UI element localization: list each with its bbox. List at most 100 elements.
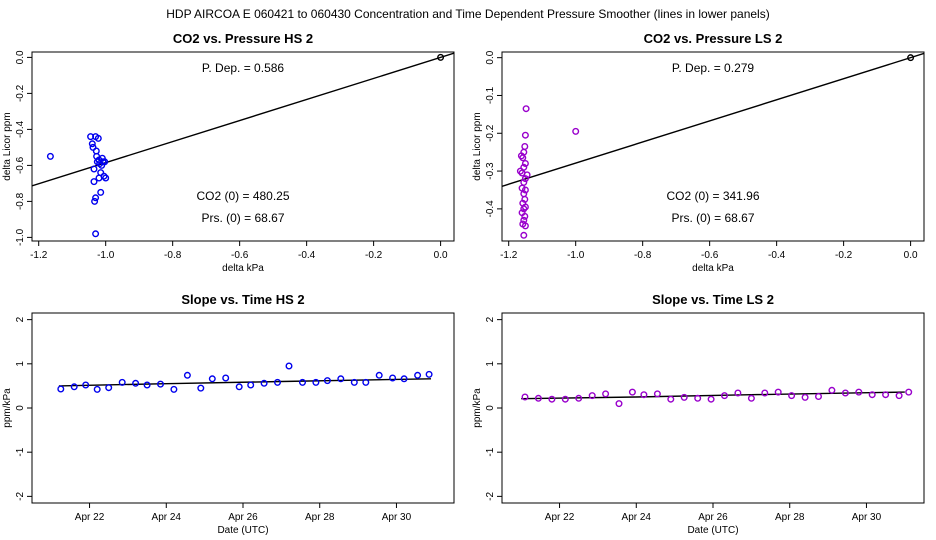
p3-point [170, 385, 178, 393]
p3-point [105, 384, 113, 392]
p2-xlabel: delta kPa [692, 263, 734, 274]
p2-xtick-label: 0.0 [904, 250, 918, 261]
p1-point [102, 174, 110, 182]
p4-point [788, 392, 796, 400]
p4-ytick-label: 0 [485, 405, 496, 411]
p3-xtick-label: Apr 22 [75, 512, 105, 523]
p1-point [91, 197, 99, 205]
p3-point [299, 378, 307, 386]
p1-xtick-label: 0.0 [434, 250, 448, 261]
p4-point [653, 390, 661, 398]
p3-ylabel: ppm/kPa [2, 388, 13, 428]
p3-ytick-label: -2 [15, 491, 26, 500]
p3-point [235, 383, 243, 391]
p1-ref-point [437, 53, 445, 61]
p1-annotation-bot1: CO2 (0) = 480.25 [196, 189, 289, 203]
p2-annotation-bot1: CO2 (0) = 341.96 [666, 189, 759, 203]
p4-point [521, 393, 529, 401]
p3-ytick-label: 1 [15, 361, 26, 367]
p3-point [400, 375, 408, 383]
p1-xlabel: delta kPa [222, 263, 264, 274]
p4-point [707, 395, 715, 403]
p4-xtick-label: Apr 22 [545, 512, 575, 523]
p3-point [156, 380, 164, 388]
p4-ytick-label: 2 [485, 316, 496, 322]
p2-ref-point [907, 54, 915, 62]
p4-point [734, 389, 742, 397]
p2-annotation-bot2: Prs. (0) = 68.67 [671, 211, 754, 225]
p2-point [520, 231, 528, 239]
p1-annotation-bot2: Prs. (0) = 68.67 [201, 211, 284, 225]
p4-point [548, 395, 556, 403]
p1-point [94, 134, 102, 142]
p1-point [92, 230, 100, 238]
p2-point [517, 152, 525, 160]
p4-point [588, 392, 596, 400]
p4-panel: Slope vs. Time LS 2 Apr 22 Apr 24 Apr 26 Apr… [472, 292, 925, 536]
p1-point [90, 165, 98, 173]
p2-xtick-label: -0.8 [634, 250, 652, 261]
p4-point [721, 392, 729, 400]
p3-xlabel: Date (UTC) [217, 525, 268, 536]
p3-point [93, 385, 101, 393]
p2-point [523, 171, 531, 179]
p1-xtick-label: -0.2 [365, 250, 383, 261]
p4-point [828, 386, 836, 394]
p3-point [389, 374, 397, 382]
p3-point [222, 374, 230, 382]
p2-xtick-label: -0.2 [835, 250, 853, 261]
p4-xtick-label: Apr 30 [852, 512, 882, 523]
p4-point [905, 388, 913, 396]
p3-xtick-label: Apr 24 [152, 512, 182, 523]
p4-point [774, 388, 782, 396]
p4-point [855, 388, 863, 396]
p1-ytick-label: 0.0 [15, 50, 26, 64]
p2-point [516, 167, 524, 175]
p2-xtick-label: -1.0 [567, 250, 585, 261]
p2-xtick-label: -0.6 [701, 250, 719, 261]
p1-ytick-label: -0.6 [15, 156, 26, 174]
p2-ytick-label: -0.1 [485, 86, 496, 104]
p2-fit-line [502, 52, 924, 187]
p4-point [640, 391, 648, 399]
p2-ytick-label: 0.0 [485, 50, 496, 64]
p4-ylabel: ppm/kPa [472, 388, 483, 428]
p3-point [197, 384, 205, 392]
p4-point [815, 393, 823, 401]
p3-point [414, 371, 422, 379]
p4-point [882, 391, 890, 399]
p4-xtick-label: Apr 26 [698, 512, 728, 523]
p4-point [841, 389, 849, 397]
p4-xlabel: Date (UTC) [687, 525, 738, 536]
p2-ytick-label: -0.3 [485, 162, 496, 180]
p4-title: Slope vs. Time LS 2 [652, 292, 774, 307]
p1-plot-frame [31, 51, 455, 242]
p4-point [680, 393, 688, 401]
p4-point [534, 394, 542, 402]
p3-xtick-label: Apr 26 [228, 512, 258, 523]
p3-point [132, 379, 140, 387]
p1-xtick-label: -1.0 [97, 250, 115, 261]
p2-point [521, 212, 529, 220]
p3-point [260, 379, 268, 387]
p2-panel: CO2 vs. Pressure LS 2 -1.2 -1.0 -0.8 -0.6 -0.… [472, 31, 925, 274]
p3-point [362, 378, 370, 386]
p3-point [70, 383, 78, 391]
p1-panel: CO2 vs. Pressure HS 2 -1.2 -1.0 -0.8 -0.6 -0.… [2, 31, 455, 274]
p1-point [97, 188, 105, 196]
p3-xtick-label: Apr 28 [305, 512, 335, 523]
p1-annotation-top: P. Dep. = 0.586 [202, 61, 285, 75]
p3-point [312, 378, 320, 386]
p2-title: CO2 vs. Pressure LS 2 [644, 31, 783, 46]
p4-point [575, 394, 583, 402]
p4-point [602, 390, 610, 398]
figure-suptitle: HDP AIRCOA E 060421 to 060430 Concentrat… [166, 7, 769, 21]
p1-point [88, 140, 96, 148]
p1-xtick-label: -0.8 [164, 250, 182, 261]
p4-point [561, 395, 569, 403]
p3-point [375, 371, 383, 379]
p1-point [46, 152, 54, 160]
p1-ytick-label: -0.2 [15, 84, 26, 102]
p3-point [323, 377, 331, 385]
